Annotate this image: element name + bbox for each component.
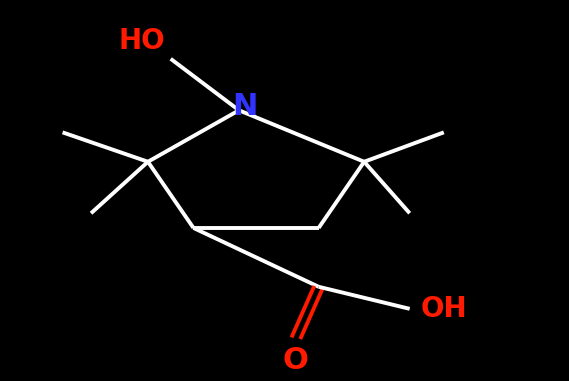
Text: HO: HO [118,27,165,55]
Text: O: O [283,346,309,375]
Text: OH: OH [421,295,468,323]
Text: N: N [232,92,257,121]
